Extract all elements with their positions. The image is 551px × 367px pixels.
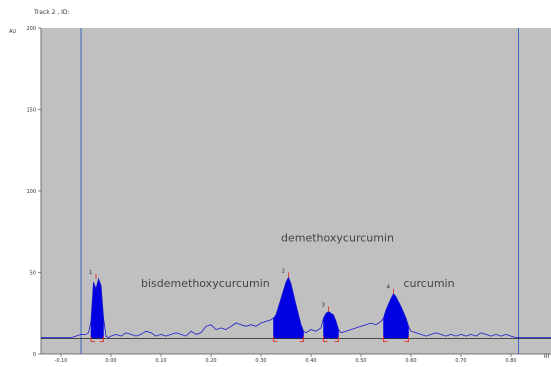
peak-start-marker-1 (90, 336, 95, 342)
peak-end-marker-1 (99, 336, 104, 342)
chart-title: Track 2 , ID: (33, 9, 70, 16)
plot-area (41, 28, 551, 354)
peak-start-marker-3 (323, 336, 328, 342)
peak-number-3: 3 (322, 303, 326, 309)
x-tick-label: 0.20 (205, 358, 216, 364)
x-tick-label: 0.60 (405, 358, 416, 364)
peak-end-marker-3 (334, 336, 339, 342)
series-trace (41, 276, 551, 339)
compound-label-3: curcumin (404, 277, 455, 290)
x-tick-label: 0.00 (105, 358, 116, 364)
compound-label-1: bisdemethoxycurcumin (141, 277, 270, 290)
x-tick-label: 0.70 (455, 358, 466, 364)
peak-number-4: 4 (387, 285, 391, 291)
x-tick-label: 0.40 (305, 358, 316, 364)
y-tick-label: 100 (26, 189, 36, 195)
peak-end-marker-2 (299, 336, 304, 342)
peak-end-marker-4 (404, 336, 409, 342)
peak-start-marker-2 (273, 336, 278, 342)
compound-label-2: demethoxycurcumin (281, 232, 394, 245)
y-axis-label: AU (9, 29, 16, 35)
x-axis-label: Rf (544, 354, 549, 360)
peak-number-1: 1 (89, 270, 93, 276)
y-tick-label: 50 (30, 271, 36, 277)
x-tick-label: 0.10 (155, 358, 166, 364)
x-tick-label: 0.50 (355, 358, 366, 364)
peak-start-marker-4 (383, 336, 388, 342)
x-tick-label: 0.30 (255, 358, 266, 364)
peak-number-2: 2 (282, 268, 286, 274)
y-tick-label: 200 (26, 26, 36, 32)
x-tick-label: 0.80 (505, 358, 516, 364)
x-tick-label: -0.10 (55, 358, 68, 364)
y-tick-label: 150 (26, 108, 36, 114)
y-tick-label: 0 (33, 352, 36, 358)
